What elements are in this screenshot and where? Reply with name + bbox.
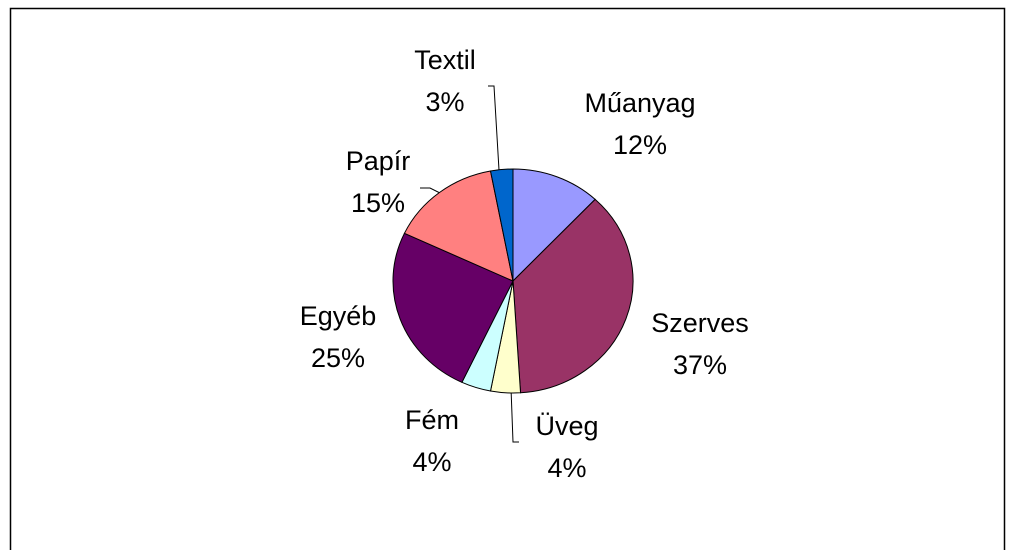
pie-slice [392,232,514,383]
slice-value-label: 15% [351,188,405,218]
slice-value-label: 37% [673,350,727,380]
slice-category-label: Szerves [651,308,749,338]
pie-slice [512,168,596,283]
slice-value-label: 12% [613,130,667,160]
leader-line [510,387,519,443]
slice-category-label: Egyéb [300,301,377,331]
slice-category-label: Textil [414,45,476,75]
slice-value-label: 25% [311,343,365,373]
slice-category-label: Műanyag [584,88,695,118]
slice-category-label: Üveg [535,411,598,441]
pie-slice [403,170,514,282]
slice-value-label: 3% [425,87,464,117]
leader-line [488,85,500,171]
pie-slice [489,168,514,282]
chart-border [9,7,1006,550]
pie-slice [512,198,634,394]
slice-value-label: 4% [547,453,586,483]
slice-value-label: 4% [412,447,451,477]
slice-category-label: Papír [346,146,411,176]
slice-category-label: Fém [405,405,459,435]
